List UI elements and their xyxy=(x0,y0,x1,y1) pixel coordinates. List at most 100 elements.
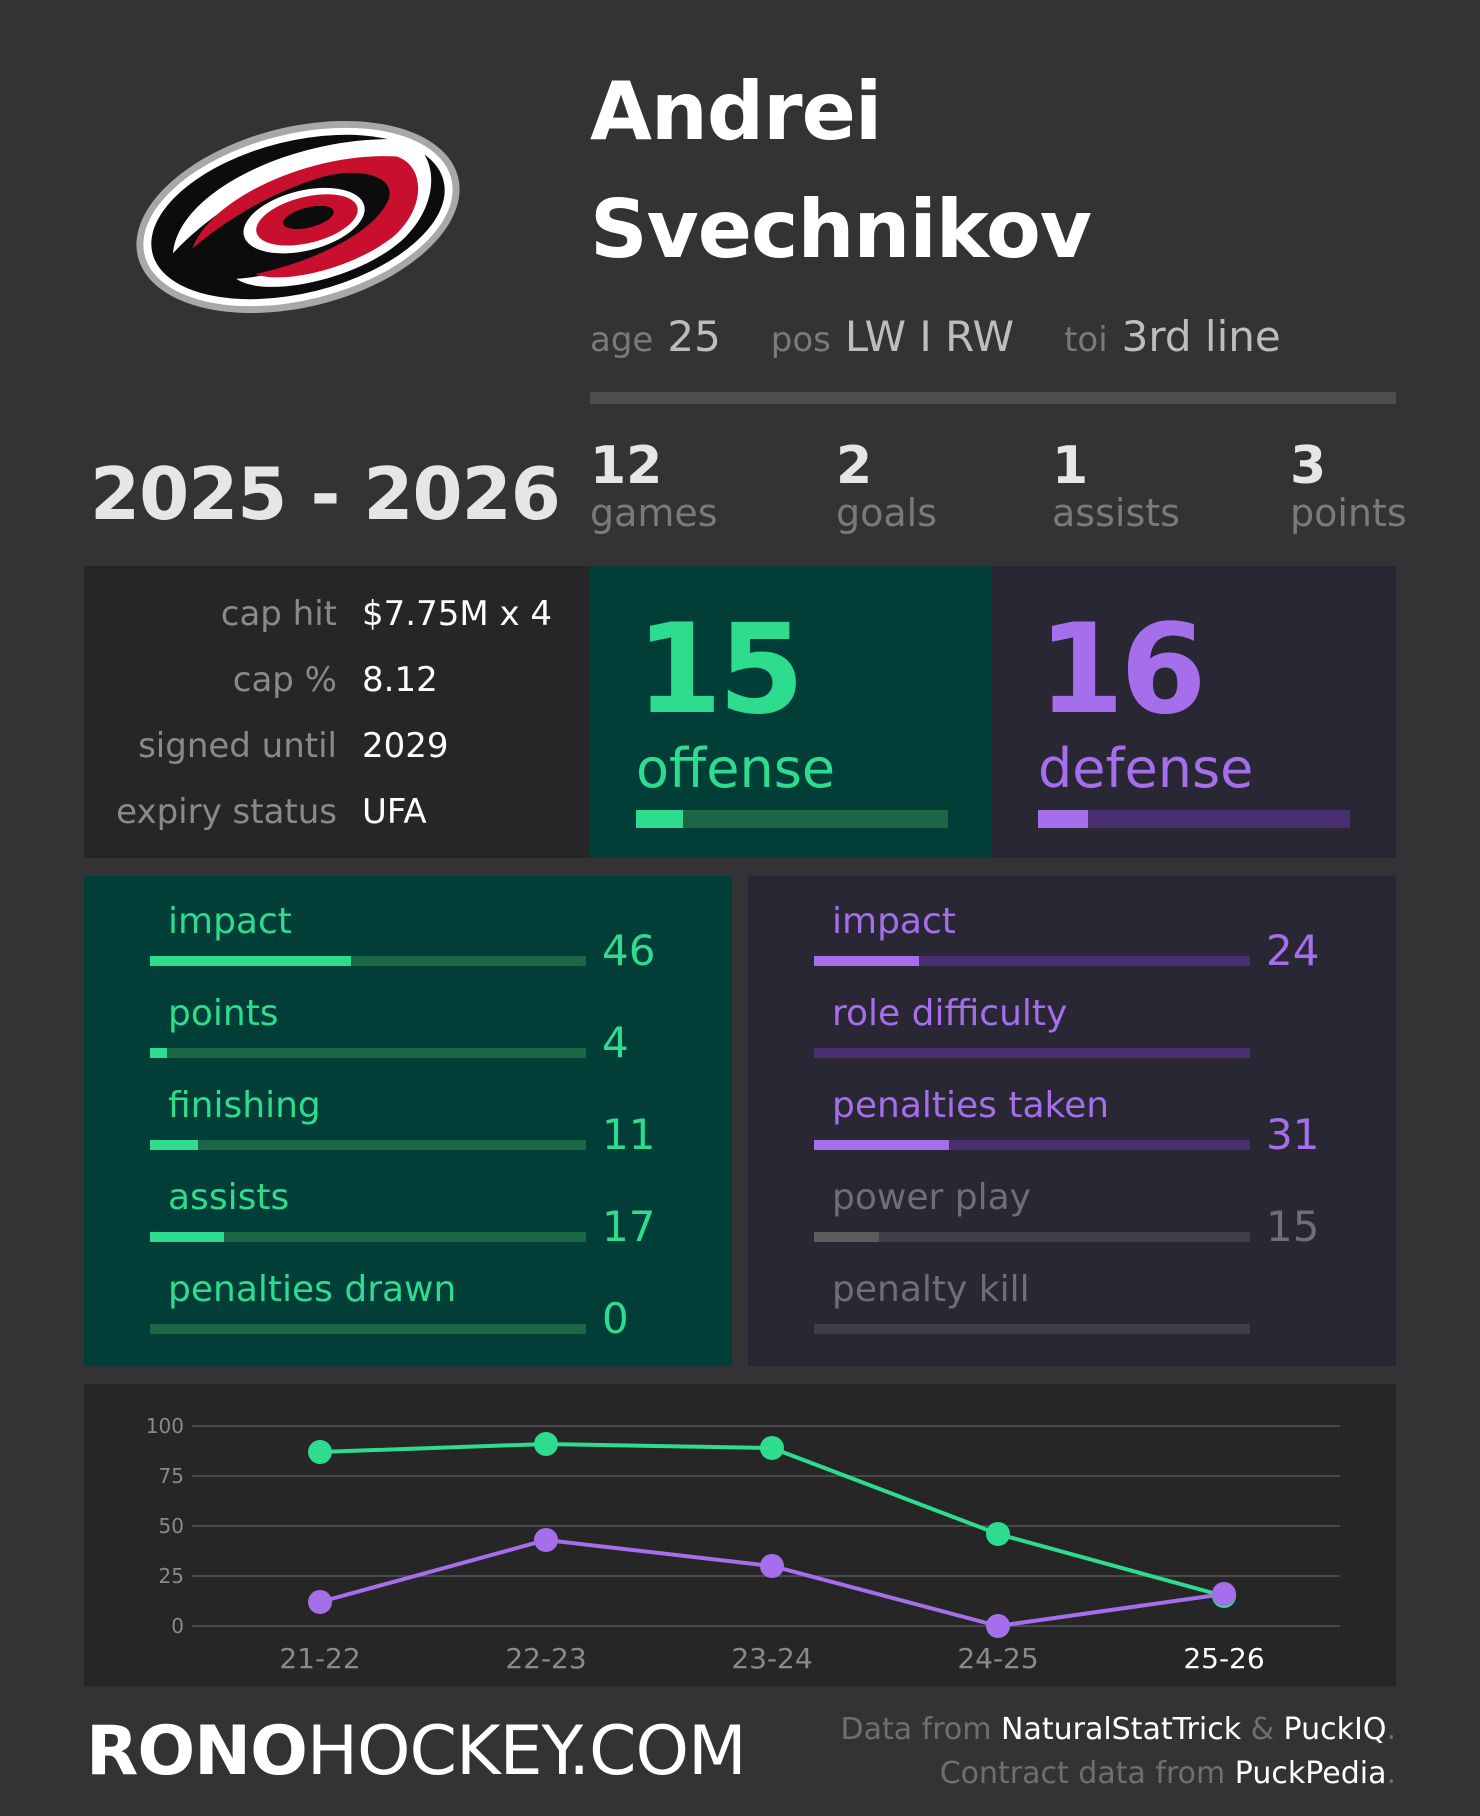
metric-value: 0 xyxy=(602,1294,629,1343)
credit-source-puckiq: PuckIQ xyxy=(1283,1712,1387,1747)
y-tick-label: 0 xyxy=(171,1614,184,1638)
series-point-0 xyxy=(534,1432,558,1456)
offense-bar-fill xyxy=(636,810,683,828)
metric-bar xyxy=(150,1232,586,1242)
series-point-1 xyxy=(760,1554,784,1578)
stat-goals: 2 goals xyxy=(836,440,937,532)
metric-bar xyxy=(814,1140,1250,1150)
metric-bar-fill xyxy=(814,956,919,966)
defense-metric-row: role difficulty xyxy=(748,968,1396,1060)
contract-panel: cap hit $7.75M x 4 cap % 8.12 signed unt… xyxy=(84,566,590,858)
contract-row-cap-percent: cap % 8.12 xyxy=(84,660,590,700)
series-point-1 xyxy=(986,1614,1010,1638)
y-tick-label: 100 xyxy=(146,1414,184,1438)
metric-value: 4 xyxy=(602,1018,629,1067)
metric-label: power play xyxy=(832,1177,1031,1218)
metric-bar-fill xyxy=(150,956,351,966)
contract-value: $7.75M x 4 xyxy=(362,594,553,634)
series-line-1 xyxy=(319,1537,1225,1629)
y-tick-label: 50 xyxy=(159,1514,184,1538)
contract-row-expiry-status: expiry status UFA xyxy=(84,792,590,832)
defense-score: 16 xyxy=(1038,598,1207,742)
contract-value: 8.12 xyxy=(362,660,438,700)
metric-bar xyxy=(814,956,1250,966)
contract-label: expiry status xyxy=(116,792,337,832)
toi-label: toi xyxy=(1064,320,1108,360)
player-meta: age 25 pos LW I RW toi 3rd line xyxy=(590,312,1281,361)
trend-chart: 100 75 50 25 0 21-22 22-23 23-24 24-25 25-26 xyxy=(146,1414,1340,1675)
offense-score: 15 xyxy=(636,598,805,742)
metric-label: penalties drawn xyxy=(168,1269,457,1310)
x-tick-label: 22-23 xyxy=(505,1642,586,1675)
brand-logo: RONOHOCKEY.COM xyxy=(86,1718,747,1786)
metric-value: 31 xyxy=(1266,1110,1320,1159)
contract-row-signed-until: signed until 2029 xyxy=(84,726,590,766)
metric-bar-fill xyxy=(150,1232,225,1242)
toi-value: 3rd line xyxy=(1121,312,1281,361)
series-point-0 xyxy=(760,1436,784,1460)
defense-metric-row: power play 15 xyxy=(748,1152,1396,1248)
trend-chart-panel: 100 75 50 25 0 21-22 22-23 23-24 24-25 25-26 xyxy=(84,1384,1396,1686)
defense-metric-row: impact 24 xyxy=(748,876,1396,972)
offense-label: offense xyxy=(636,737,836,800)
metric-bar-fill xyxy=(150,1048,168,1058)
player-first-name: Andrei xyxy=(590,65,882,158)
age-value: 25 xyxy=(667,312,721,361)
player-last-name: Svechnikov xyxy=(590,183,1092,276)
metric-value: 24 xyxy=(1266,926,1320,975)
offense-bar xyxy=(636,810,948,828)
x-tick-label: 23-24 xyxy=(731,1642,812,1675)
position-label: pos xyxy=(770,320,831,360)
stat-games: 12 games xyxy=(590,440,718,532)
metric-bar-fill xyxy=(814,1232,880,1242)
metric-label: role difficulty xyxy=(832,993,1068,1034)
metric-bar xyxy=(150,1140,586,1150)
header-divider xyxy=(590,392,1396,404)
defense-detail-panel: impact 24 role difficulty penalties taken 31… xyxy=(748,876,1396,1366)
stat-label: goals xyxy=(836,491,938,535)
stat-label: assists xyxy=(1052,491,1180,535)
contract-label: signed until xyxy=(138,726,337,766)
metric-label: impact xyxy=(832,901,956,942)
contract-row-cap-hit: cap hit $7.75M x 4 xyxy=(84,594,590,634)
season-title: 2025 - 2026 xyxy=(90,452,561,536)
metric-label: impact xyxy=(168,901,292,942)
series-point-1 xyxy=(534,1528,558,1552)
metric-bar xyxy=(814,1324,1250,1334)
data-credit: Data from NaturalStatTrick & PuckIQ. xyxy=(840,1712,1396,1747)
series-point-0 xyxy=(308,1440,332,1464)
credit-source-puckpedia: PuckPedia xyxy=(1234,1756,1387,1791)
credit-text: . xyxy=(1386,1712,1396,1747)
metric-value: 11 xyxy=(602,1110,656,1159)
metric-value: 46 xyxy=(602,926,656,975)
contract-label: cap % xyxy=(232,660,337,700)
offense-metric-row: assists 17 xyxy=(84,1152,732,1248)
metric-bar xyxy=(150,956,586,966)
defense-metric-row: penalty kill xyxy=(748,1244,1396,1336)
stat-points: 3 points xyxy=(1290,440,1407,532)
credit-text: . xyxy=(1386,1756,1396,1791)
offense-metric-row: points 4 xyxy=(84,968,732,1064)
offense-detail-panel: impact 46 points 4 finishing 11 assists 17 penal… xyxy=(84,876,732,1366)
offense-summary-panel: 15 offense xyxy=(590,566,992,858)
stat-assists: 1 assists xyxy=(1052,440,1180,532)
position-value: LW I RW xyxy=(844,312,1015,361)
stat-value: 3 xyxy=(1290,436,1327,496)
contract-credit: Contract data from PuckPedia. xyxy=(940,1756,1396,1791)
credit-text: Data from xyxy=(840,1712,1002,1747)
y-tick-label: 75 xyxy=(159,1464,184,1488)
x-tick-label: 25-26 xyxy=(1183,1642,1264,1675)
stat-label: points xyxy=(1290,491,1407,535)
y-tick-label: 25 xyxy=(159,1564,184,1588)
metric-bar xyxy=(814,1048,1250,1058)
defense-metric-row: penalties taken 31 xyxy=(748,1060,1396,1156)
brand-light: HOCKEY.COM xyxy=(306,1712,747,1791)
stat-value: 2 xyxy=(836,436,873,496)
credit-text: Contract data from xyxy=(939,1756,1235,1791)
team-logo xyxy=(136,120,460,314)
stat-value: 12 xyxy=(590,436,663,496)
defense-bar xyxy=(1038,810,1350,828)
metric-label: assists xyxy=(168,1177,290,1218)
offense-metric-row: penalties drawn 0 xyxy=(84,1244,732,1340)
stat-label: games xyxy=(590,491,718,535)
